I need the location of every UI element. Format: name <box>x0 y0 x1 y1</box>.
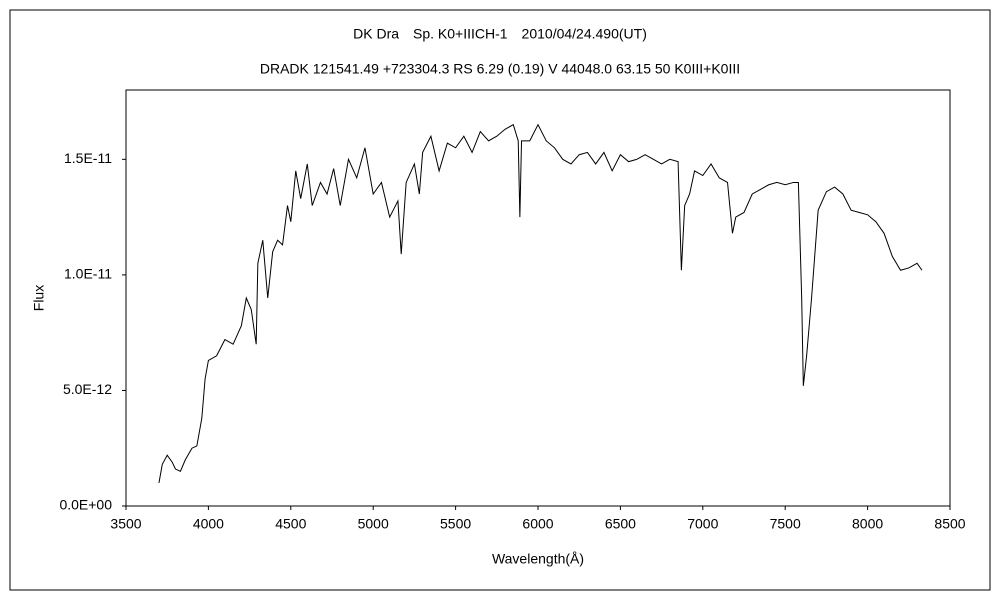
x-tick-label: 7500 <box>770 516 801 532</box>
x-tick-label: 3500 <box>110 516 141 532</box>
chart-subtitle: DRADK 121541.49 +723304.3 RS 6.29 (0.19)… <box>260 61 740 77</box>
x-axis-label: Wavelength(Å) <box>492 551 584 567</box>
chart-title: DK Dra Sp. K0+IIICH-1 2010/04/24.490(UT) <box>353 26 647 42</box>
x-tick-label: 4000 <box>193 516 224 532</box>
x-tick-label: 6500 <box>605 516 636 532</box>
x-tick-label: 6000 <box>522 516 553 532</box>
plot-area <box>125 89 951 507</box>
y-tick-label: 1.5E-11 <box>64 150 112 166</box>
frame <box>9 9 991 591</box>
y-tick-label: 0.0E+00 <box>59 497 112 513</box>
x-tick-label: 8000 <box>852 516 883 532</box>
x-tick-label: 7000 <box>687 516 718 532</box>
x-tick-label: 8500 <box>934 516 965 532</box>
y-tick-label: 5.0E-12 <box>63 381 112 397</box>
y-axis-label: Flux <box>31 285 47 311</box>
spectrum-line <box>158 123 923 483</box>
x-tick-label: 5000 <box>358 516 389 532</box>
x-tick-label: 5500 <box>440 516 471 532</box>
x-tick-label: 4500 <box>275 516 306 532</box>
y-tick-label: 1.0E-11 <box>64 266 112 282</box>
